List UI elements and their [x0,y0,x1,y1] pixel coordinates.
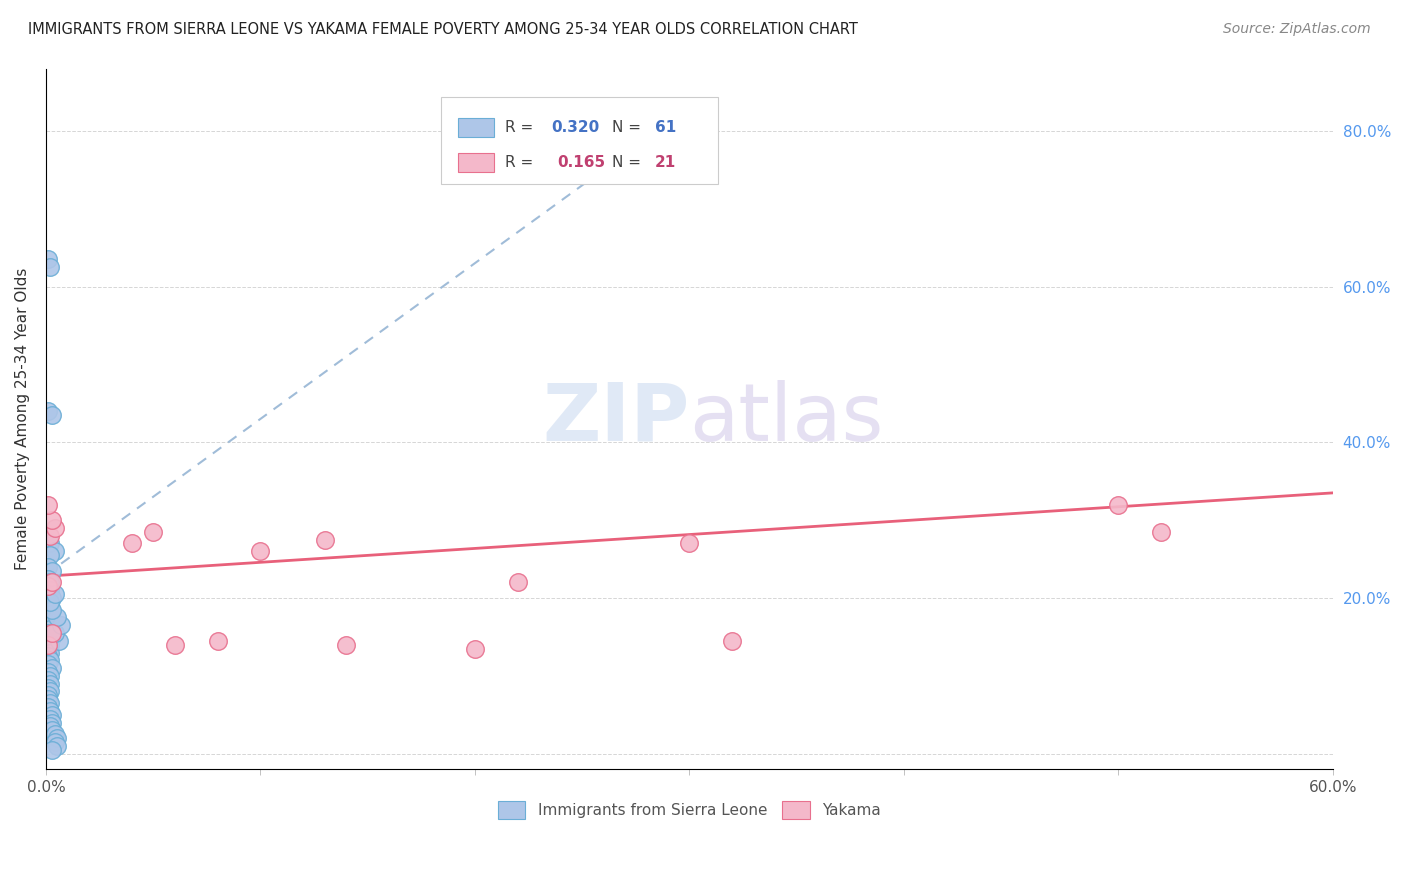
Point [39,719,62,733]
Point [37,602,59,616]
Point [44,544,66,558]
Point [37,626,59,640]
Point [39,595,62,609]
Point [44,626,66,640]
Point [44,521,66,535]
Point [37,610,59,624]
Point [39,607,62,621]
FancyBboxPatch shape [458,153,494,172]
Text: IMMIGRANTS FROM SIERRA LEONE VS YAKAMA FEMALE POVERTY AMONG 25-34 YEAR OLDS CORR: IMMIGRANTS FROM SIERRA LEONE VS YAKAMA F… [28,22,858,37]
Point [37,681,59,695]
Point [41,723,63,738]
Point [41,626,63,640]
Point [39,536,62,550]
Point [37,700,59,714]
Point [39,622,62,636]
Text: N =: N = [612,120,645,135]
Point [37,252,59,267]
Point [249,544,271,558]
Point [207,633,229,648]
Point [41,743,63,757]
Point [45,739,67,753]
Point [37,641,59,656]
Point [41,513,63,527]
Point [37,649,59,664]
Point [37,692,59,706]
Point [41,591,63,605]
Point [37,572,59,586]
Point [37,579,59,593]
Point [41,408,63,422]
Point [39,260,62,274]
Point [39,696,62,710]
Text: N =: N = [612,155,645,169]
Point [39,583,62,598]
Point [37,665,59,679]
Point [41,630,63,644]
Point [39,599,62,613]
Text: ZIP: ZIP [543,380,689,458]
Point [39,638,62,652]
Point [39,704,62,718]
Point [44,727,66,741]
Point [163,638,186,652]
Point [39,684,62,698]
Point [37,638,59,652]
Point [45,610,67,624]
Point [39,548,62,562]
Point [39,653,62,667]
Text: 61: 61 [655,120,676,135]
Point [39,669,62,683]
Point [45,731,67,746]
Point [121,536,143,550]
Text: atlas: atlas [689,380,884,458]
Text: 0.320: 0.320 [551,120,600,135]
Point [39,712,62,726]
Point [142,524,165,539]
Text: Source: ZipAtlas.com: Source: ZipAtlas.com [1223,22,1371,37]
Point [506,575,529,590]
Point [39,575,62,590]
Point [41,707,63,722]
Y-axis label: Female Poverty Among 25-34 Year Olds: Female Poverty Among 25-34 Year Olds [15,268,30,570]
Point [39,646,62,660]
Point [37,657,59,672]
FancyBboxPatch shape [458,118,494,137]
Point [41,575,63,590]
Point [37,633,59,648]
Point [39,529,62,543]
Point [37,404,59,418]
Point [44,587,66,601]
Point [48,633,70,648]
Point [39,615,62,629]
Point [44,735,66,749]
Point [39,676,62,690]
Point [314,533,336,547]
Point [41,661,63,675]
Point [37,618,59,632]
Point [37,595,59,609]
Point [37,579,59,593]
FancyBboxPatch shape [441,96,717,184]
Point [37,673,59,687]
Point [1150,524,1173,539]
Point [49,618,72,632]
Text: 21: 21 [655,155,676,169]
Point [1107,498,1129,512]
Point [678,536,700,550]
Point [41,602,63,616]
Text: R =: R = [505,120,538,135]
Point [37,689,59,703]
Point [37,498,59,512]
Point [37,587,59,601]
Point [335,638,357,652]
Point [41,564,63,578]
Point [41,715,63,730]
Text: R =: R = [505,155,543,169]
Point [37,559,59,574]
Point [464,641,486,656]
Text: 0.165: 0.165 [557,155,605,169]
Point [721,633,744,648]
Legend: Immigrants from Sierra Leone, Yakama: Immigrants from Sierra Leone, Yakama [492,795,887,825]
